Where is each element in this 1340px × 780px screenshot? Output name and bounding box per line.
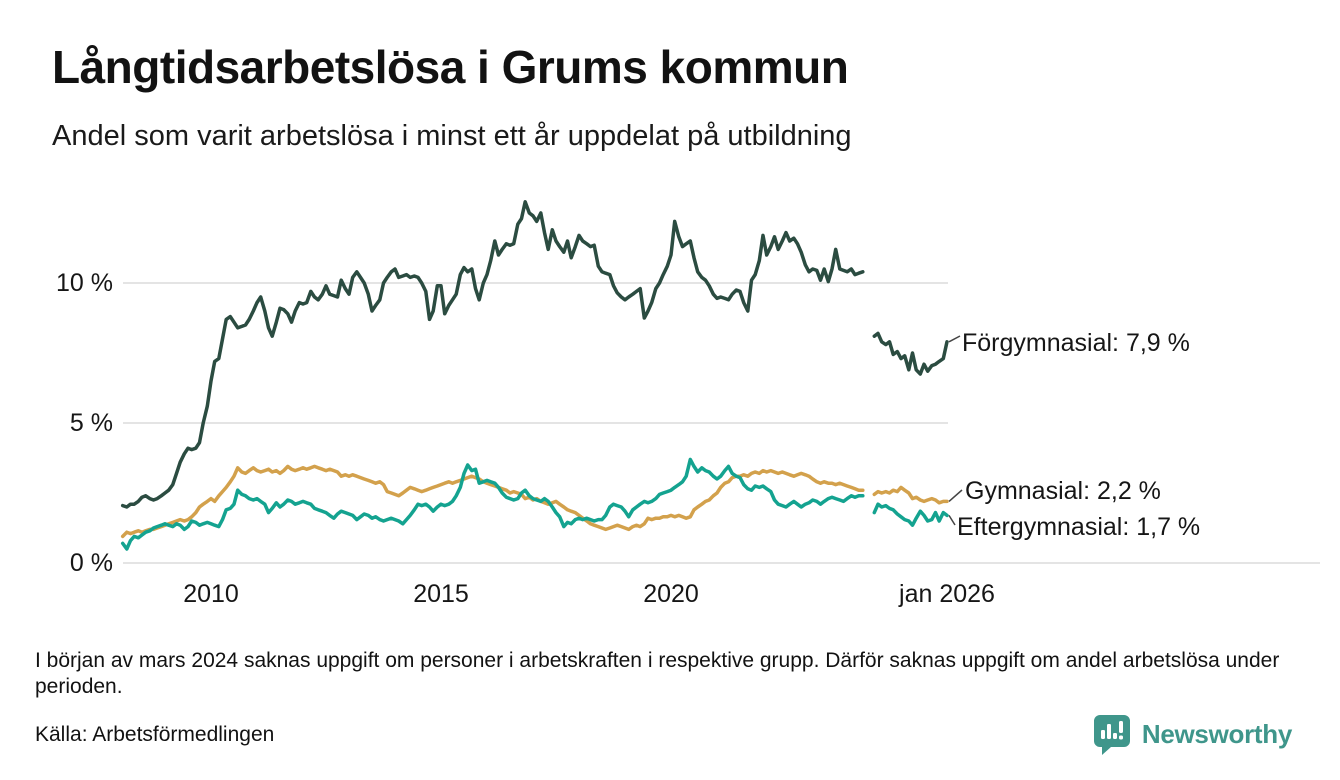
label-connector-gymnasial: [948, 489, 963, 502]
label-connector-eftergymnasial: [948, 515, 956, 526]
label-connector-forgymnasial: [948, 335, 961, 343]
line-gymnasial-segment-2: [872, 485, 949, 505]
line-eftergymnasial-segment-2: [872, 502, 949, 527]
y-axis-tick-0: 0 %: [69, 549, 113, 577]
page-title: Långtidsarbetslösa i Grums kommun: [52, 41, 849, 93]
series-label-gymnasial: Gymnasial: 2,2 %: [965, 477, 1161, 505]
y-axis-tick-10: 10 %: [56, 269, 113, 297]
y-axis-tick-5: 5 %: [69, 409, 113, 437]
line-forgymnasial-segment-1: [120, 200, 865, 509]
footnote-text: I början av mars 2024 saknas uppgift om …: [35, 649, 1280, 699]
line-forgymnasial-segment-2: [872, 331, 949, 376]
source-text: Källa: Arbetsförmedlingen: [35, 723, 275, 746]
x-axis-tick-jan-2026: jan 2026: [899, 580, 995, 608]
newsworthy-logo[interactable]: Newsworthy: [1092, 712, 1292, 756]
newsworthy-logo-icon: [1093, 715, 1130, 755]
x-axis-tick-2015: 2015: [413, 580, 469, 608]
page-subtitle: Andel som varit arbetslösa i minst ett å…: [52, 120, 852, 152]
line-eftergymnasial-segment-1: [120, 457, 865, 551]
x-axis-tick-2010: 2010: [183, 580, 239, 608]
series-label-forgymnasial: Förgymnasial: 7,9 %: [962, 329, 1190, 357]
series-label-eftergymnasial: Eftergymnasial: 1,7 %: [957, 513, 1201, 541]
newsworthy-logo-text: Newsworthy: [1141, 718, 1292, 749]
x-axis-tick-2020: 2020: [643, 580, 699, 608]
